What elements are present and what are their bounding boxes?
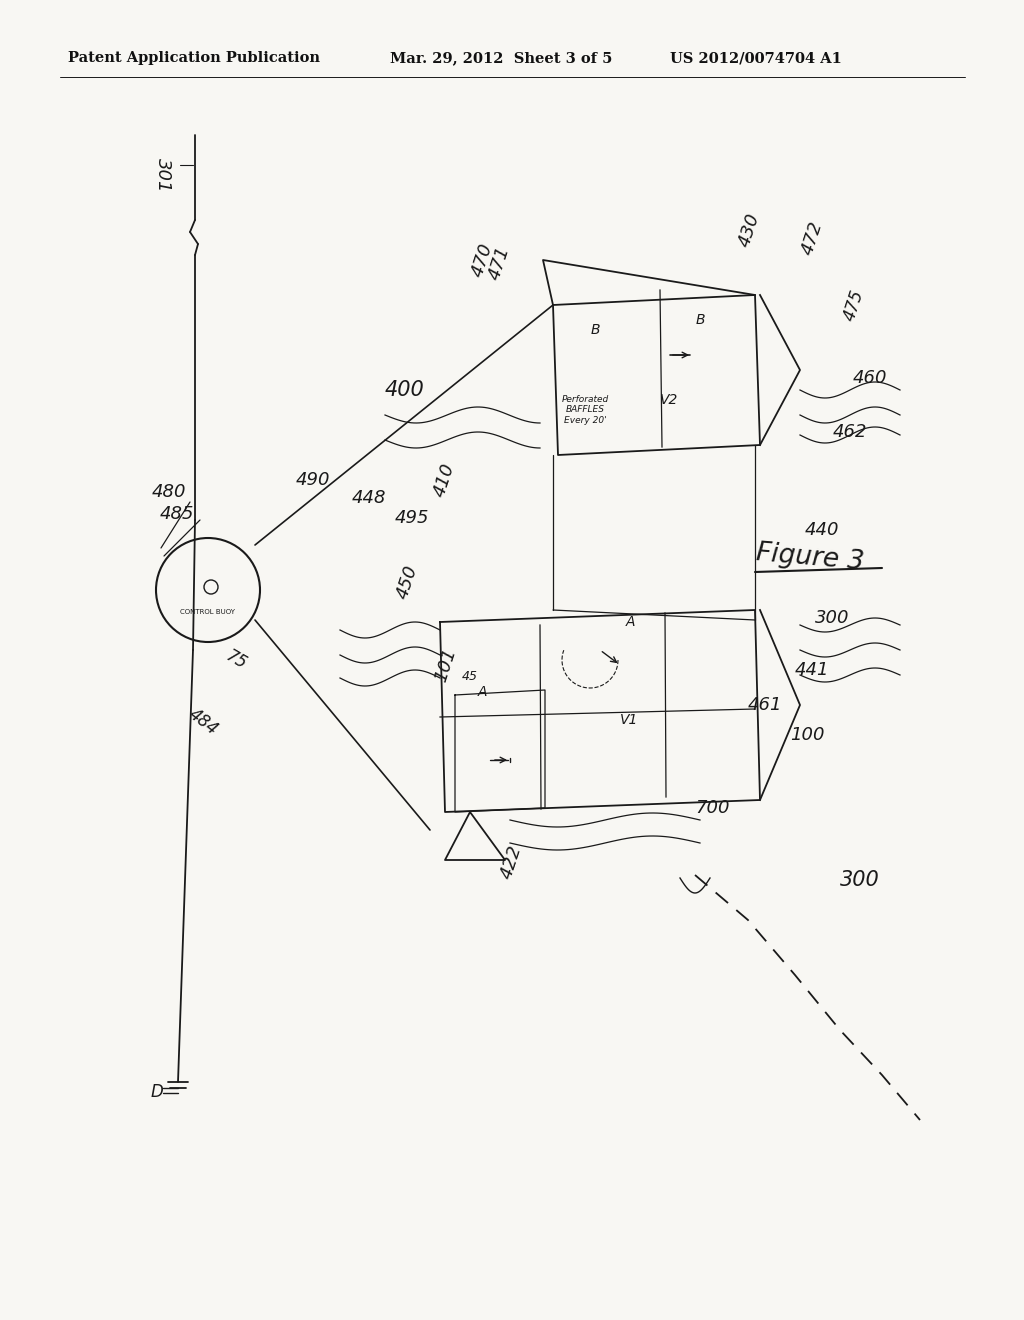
Text: 400: 400 [385, 380, 425, 400]
Text: B: B [695, 313, 705, 327]
Text: 460: 460 [853, 370, 888, 387]
Text: 485: 485 [160, 506, 195, 523]
Text: 441: 441 [795, 661, 829, 678]
Text: A: A [626, 615, 635, 630]
Text: A: A [477, 685, 486, 700]
Text: 484: 484 [185, 705, 221, 739]
Text: 472: 472 [798, 219, 825, 257]
Text: 471: 471 [485, 244, 513, 282]
Text: 45: 45 [462, 671, 478, 684]
Text: CONTROL BUOY: CONTROL BUOY [180, 609, 236, 615]
Text: Mar. 29, 2012  Sheet 3 of 5: Mar. 29, 2012 Sheet 3 of 5 [390, 51, 612, 65]
Text: Patent Application Publication: Patent Application Publication [68, 51, 319, 65]
Text: 490: 490 [296, 471, 331, 488]
Text: 301: 301 [154, 158, 172, 193]
Text: 300: 300 [840, 870, 880, 890]
Text: 422: 422 [497, 842, 524, 882]
Text: V1: V1 [620, 713, 638, 727]
Text: 300: 300 [815, 609, 850, 627]
Text: 440: 440 [805, 521, 840, 539]
Text: V2: V2 [660, 393, 678, 407]
Text: Figure 3: Figure 3 [755, 540, 865, 576]
Text: 700: 700 [695, 799, 729, 817]
Text: 448: 448 [352, 488, 386, 507]
Text: 100: 100 [790, 726, 824, 744]
Text: 461: 461 [748, 696, 782, 714]
Text: 495: 495 [395, 510, 429, 527]
Text: 470: 470 [468, 240, 496, 280]
Text: 410: 410 [430, 461, 458, 499]
Text: 480: 480 [152, 483, 186, 502]
Text: 75: 75 [222, 647, 250, 673]
Text: 462: 462 [833, 422, 867, 441]
Text: US 2012/0074704 A1: US 2012/0074704 A1 [670, 51, 842, 65]
Text: D: D [151, 1082, 164, 1101]
Text: B: B [590, 323, 600, 337]
Text: Perforated
BAFFLES
Every 20': Perforated BAFFLES Every 20' [561, 395, 608, 425]
Text: 450: 450 [393, 562, 421, 601]
Text: 475: 475 [840, 286, 867, 323]
Text: 430: 430 [735, 211, 763, 249]
Text: 101: 101 [432, 645, 460, 684]
